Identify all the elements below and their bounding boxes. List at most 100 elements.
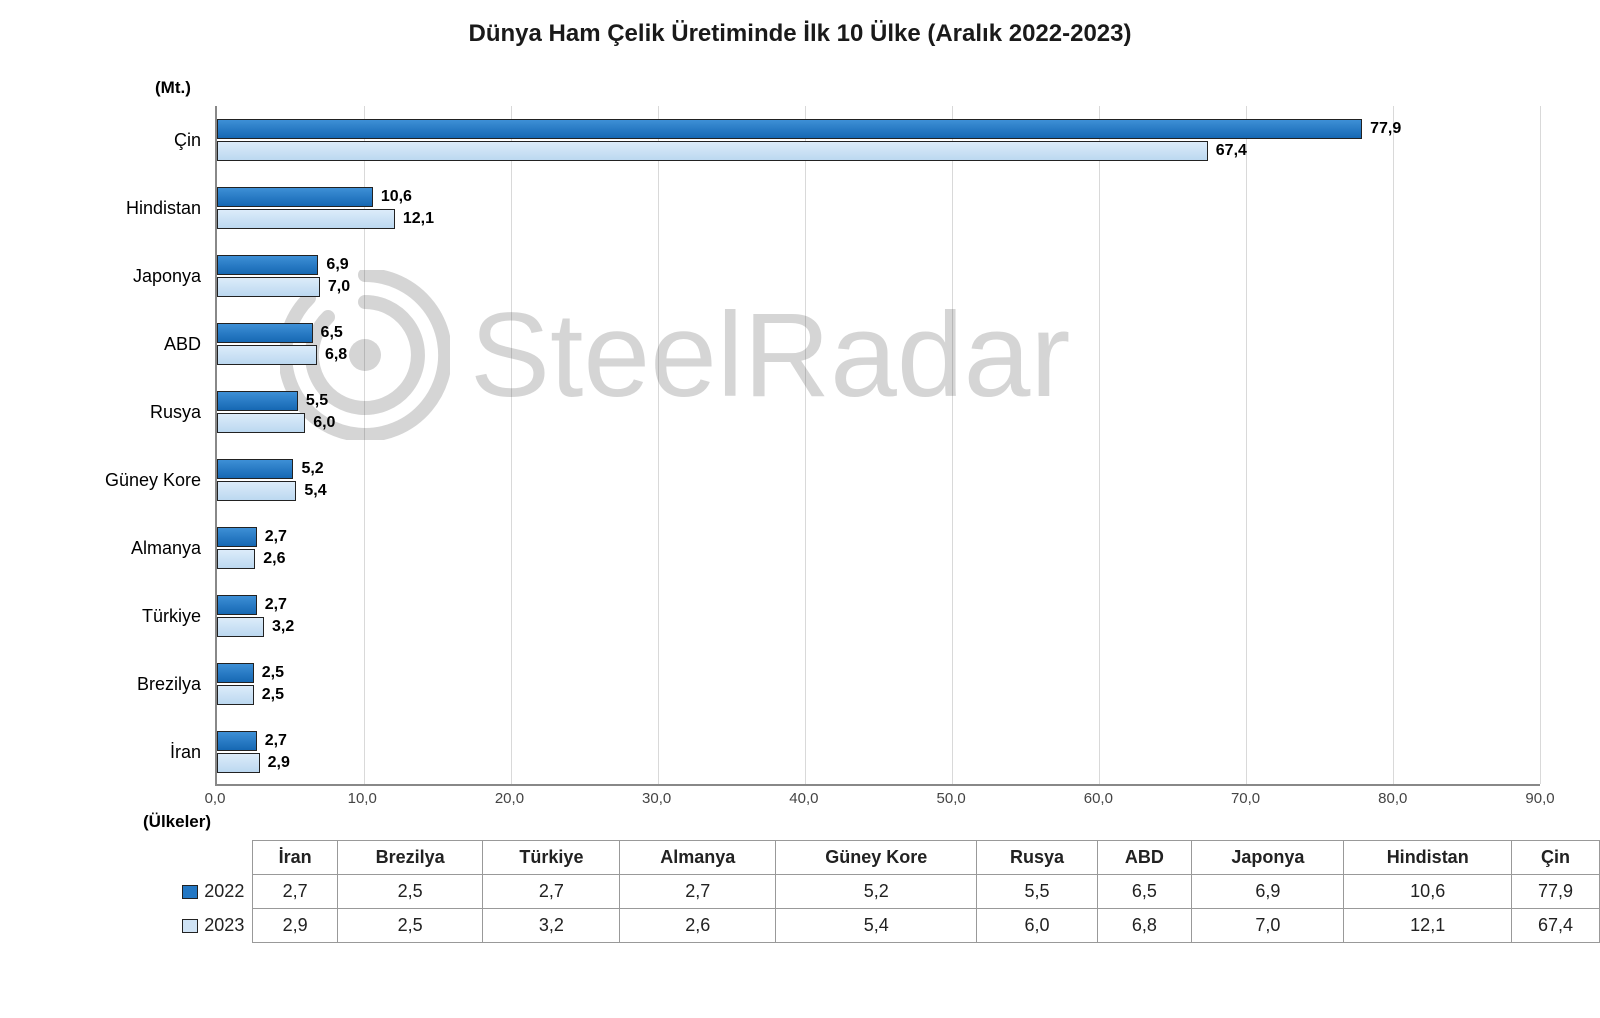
- bars-column: 77,967,410,612,16,97,06,56,85,56,05,25,4…: [217, 106, 1540, 786]
- bar-group: 10,6 12,1: [217, 174, 1540, 242]
- bar-row: 6,9: [217, 255, 1540, 275]
- bar-value-label: 2,6: [263, 550, 285, 568]
- bar-value-label: 5,4: [304, 482, 326, 500]
- bar-2022: [217, 391, 298, 411]
- bar-2023: [217, 277, 320, 297]
- bar-2022: [217, 187, 373, 207]
- x-tick-label: 80,0: [1378, 790, 1407, 807]
- bar-row: 67,4: [217, 141, 1540, 161]
- table-cell: 3,2: [483, 909, 620, 943]
- bar-row: 12,1: [217, 209, 1540, 229]
- category-label: Japonya: [60, 242, 215, 310]
- bar-group: 2,72,6: [217, 514, 1540, 582]
- table-row: 20222,72,52,72,75,25,56,56,910,677,9: [120, 875, 1600, 909]
- table-cell: 12,1: [1344, 909, 1511, 943]
- bar-row: 7,0: [217, 277, 1540, 297]
- bar-value-label: 10,6: [381, 188, 412, 206]
- x-axis-ticks: 0,010,020,030,040,050,060,070,080,090,0: [215, 786, 1540, 810]
- bar-2023: [217, 345, 317, 365]
- chart-container: Dünya Ham Çelik Üretiminde İlk 10 Ülke (…: [0, 0, 1600, 1018]
- table-column-header: Rusya: [977, 841, 1097, 875]
- x-tick-label: 70,0: [1231, 790, 1260, 807]
- category-label: Hindistan: [60, 174, 215, 242]
- x-tick-label: 60,0: [1084, 790, 1113, 807]
- bar-2022: [217, 255, 318, 275]
- table-cell: 5,5: [977, 875, 1097, 909]
- bar-row: 2,7: [217, 527, 1540, 547]
- bar-2023: [217, 209, 395, 229]
- bar-value-label: 77,9: [1370, 120, 1401, 138]
- plot-area: 77,967,410,612,16,97,06,56,85,56,05,25,4…: [215, 106, 1540, 786]
- table-cell: 2,9: [253, 909, 338, 943]
- table-column-header: Türkiye: [483, 841, 620, 875]
- bar-value-label: 12,1: [403, 210, 434, 228]
- table-column-header: İran: [253, 841, 338, 875]
- table-cell: 67,4: [1511, 909, 1599, 943]
- bar-row: 5,5: [217, 391, 1540, 411]
- bar-2022: [217, 595, 257, 615]
- bar-2023: [217, 141, 1208, 161]
- table-row: 20232,92,53,22,65,46,06,87,012,167,4: [120, 909, 1600, 943]
- bar-row: 6,8: [217, 345, 1540, 365]
- x-tick-label: 90,0: [1525, 790, 1554, 807]
- legend-swatch-icon: [182, 885, 198, 899]
- bar-group: 6,56,8: [217, 310, 1540, 378]
- table-cell: 2,7: [253, 875, 338, 909]
- x-tick-label: 30,0: [642, 790, 671, 807]
- bar-value-label: 67,4: [1216, 142, 1247, 160]
- table-cell: 2,7: [483, 875, 620, 909]
- category-label: Rusya: [60, 378, 215, 446]
- table-cell: 2,5: [337, 875, 483, 909]
- bar-value-label: 5,2: [301, 460, 323, 478]
- table-column-header: ABD: [1097, 841, 1192, 875]
- x-axis-title: (Ülkeler): [143, 812, 1540, 832]
- table-row-header: 2023: [120, 909, 253, 943]
- bar-row: 2,5: [217, 663, 1540, 683]
- x-tick-label: 40,0: [789, 790, 818, 807]
- bar-group: 77,9 67,4: [217, 106, 1540, 174]
- table-cell: 6,0: [977, 909, 1097, 943]
- x-tick-label: 20,0: [495, 790, 524, 807]
- chart-title: Dünya Ham Çelik Üretiminde İlk 10 Ülke (…: [60, 20, 1540, 48]
- grid-line: [1540, 106, 1541, 784]
- bar-2022: [217, 527, 257, 547]
- bar-row: 5,4: [217, 481, 1540, 501]
- table-cell: 10,6: [1344, 875, 1511, 909]
- bar-value-label: 6,5: [321, 324, 343, 342]
- bar-group: 2,72,9: [217, 718, 1540, 786]
- table-cell: 2,5: [337, 909, 483, 943]
- bar-2022: [217, 731, 257, 751]
- table-cell: 77,9: [1511, 875, 1599, 909]
- category-label: Türkiye: [60, 582, 215, 650]
- table-cell: 6,8: [1097, 909, 1192, 943]
- table-header-row: İranBrezilyaTürkiyeAlmanyaGüney KoreRusy…: [120, 841, 1600, 875]
- bar-group: 5,25,4: [217, 446, 1540, 514]
- bar-group: 5,56,0: [217, 378, 1540, 446]
- bar-value-label: 6,9: [326, 256, 348, 274]
- bar-row: 3,2: [217, 617, 1540, 637]
- table-column-header: Hindistan: [1344, 841, 1511, 875]
- bar-2022: [217, 459, 293, 479]
- bar-2023: [217, 753, 260, 773]
- bar-2023: [217, 617, 264, 637]
- table-column-header: Güney Kore: [776, 841, 977, 875]
- bar-row: 2,5: [217, 685, 1540, 705]
- bar-value-label: 2,5: [262, 664, 284, 682]
- bar-value-label: 3,2: [272, 618, 294, 636]
- category-label: ABD: [60, 310, 215, 378]
- table-cell: 5,4: [776, 909, 977, 943]
- bar-group: 2,52,5: [217, 650, 1540, 718]
- category-label: Almanya: [60, 514, 215, 582]
- table-corner-cell: [120, 841, 253, 875]
- table-column-header: Almanya: [620, 841, 776, 875]
- bar-row: 6,0: [217, 413, 1540, 433]
- table-cell: 7,0: [1192, 909, 1344, 943]
- y-axis-labels: ÇinHindistanJaponyaABDRusyaGüney KoreAlm…: [60, 106, 215, 786]
- bar-group: 2,73,2: [217, 582, 1540, 650]
- bar-2022: [217, 119, 1362, 139]
- table-cell: 6,5: [1097, 875, 1192, 909]
- bar-2023: [217, 413, 305, 433]
- bar-value-label: 2,9: [268, 754, 290, 772]
- bar-2023: [217, 481, 296, 501]
- table-cell: 2,6: [620, 909, 776, 943]
